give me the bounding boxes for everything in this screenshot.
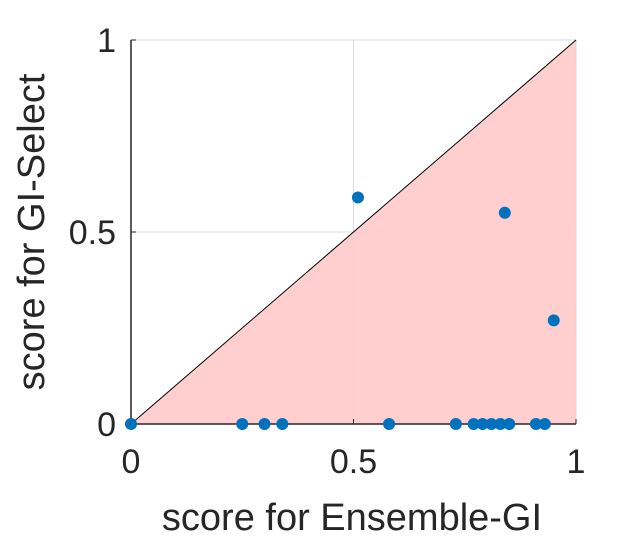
x-tick-label: 0.5 xyxy=(330,443,377,481)
x-tick-label: 0 xyxy=(122,443,141,481)
data-point xyxy=(547,314,560,327)
data-point xyxy=(258,418,271,430)
x-axis-label: score for Ensemble-GI xyxy=(162,497,542,538)
y-tick-label: 0.5 xyxy=(69,214,116,252)
data-point xyxy=(529,418,542,430)
data-point xyxy=(351,191,364,204)
data-point xyxy=(236,418,249,430)
y-axis-label: score for GI-Select xyxy=(11,73,53,390)
y-tick-label: 0 xyxy=(97,406,116,444)
data-point xyxy=(276,418,289,430)
data-point xyxy=(498,206,511,219)
data-point xyxy=(383,418,396,430)
data-point xyxy=(467,418,480,430)
data-point xyxy=(503,418,516,430)
data-point xyxy=(125,418,137,430)
data-point xyxy=(494,418,507,430)
diagonal-line xyxy=(130,39,577,425)
data-point xyxy=(538,418,551,430)
data-point xyxy=(449,418,462,430)
y-tick-label: 1 xyxy=(97,22,116,60)
x-tick-label: 1 xyxy=(567,443,586,481)
data-point xyxy=(476,418,489,430)
data-point xyxy=(485,418,498,430)
